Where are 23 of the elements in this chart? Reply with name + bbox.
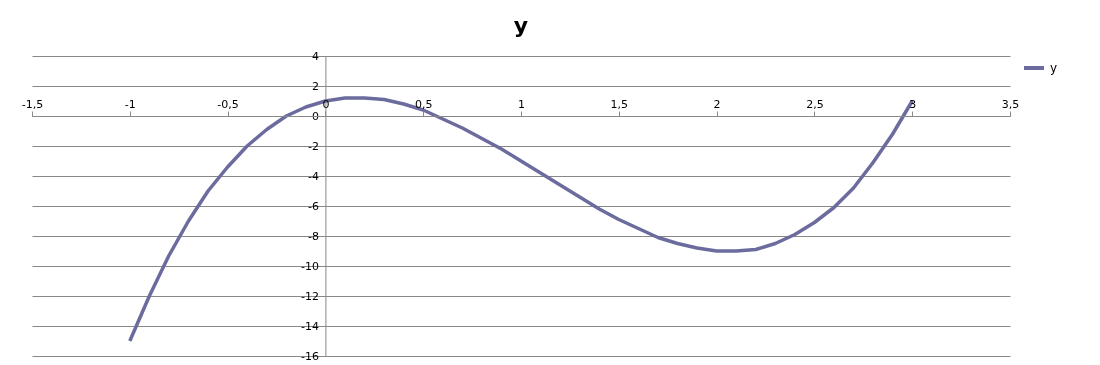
chart-title: y (513, 13, 529, 38)
x-tick-label: 0,5 (414, 97, 433, 111)
x-tick-label: 1 (518, 97, 525, 111)
y-tick-label: -2 (307, 139, 319, 153)
x-tick-label: 1,5 (610, 97, 629, 111)
legend-label: y (1050, 61, 1058, 75)
y-tick-label: -8 (307, 229, 319, 243)
x-tick-label: 3,5 (1001, 97, 1020, 111)
y-tick-label: -14 (300, 319, 319, 333)
x-tick-label: 0 (322, 97, 330, 111)
x-tick-label: -1 (124, 97, 136, 111)
y-tick-label: -4 (307, 169, 319, 183)
x-tick-label: 3 (909, 97, 917, 111)
y-tick-label: 2 (311, 79, 319, 93)
x-tick-label: -0,5 (217, 97, 239, 111)
x-tick-label: -1,5 (21, 97, 44, 111)
y-tick-label: -12 (300, 289, 319, 303)
y-tick-label: -10 (300, 259, 319, 273)
y-tick-label: -6 (307, 199, 319, 213)
x-tick-label: 2,5 (806, 97, 824, 111)
x-tick-label: 2 (713, 97, 721, 111)
y-tick-label: 4 (311, 49, 319, 63)
y-tick-label: -16 (300, 349, 319, 363)
